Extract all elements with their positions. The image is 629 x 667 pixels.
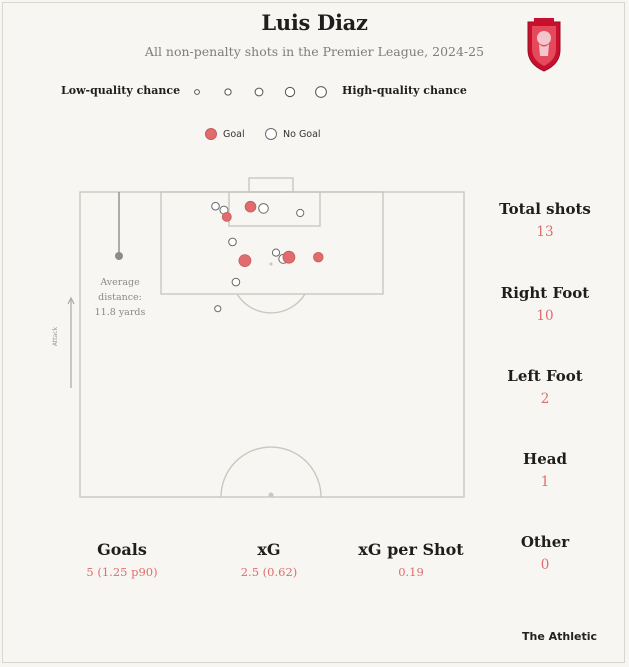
shot-marker-5 [258,203,269,214]
legend-goal-label: Goal [223,128,245,140]
stat-label: Head [523,450,567,468]
shot-marker-1 [211,201,220,211]
stat-value: 13 [536,224,554,240]
quality-dot-3 [254,87,264,97]
stat-label: xG [257,540,281,559]
penalty-arc [236,293,306,314]
quality-dot-5 [315,86,327,98]
stat-value: 1 [540,474,550,490]
stat-value: 0 [540,557,550,573]
stat-value: 10 [536,308,554,324]
stat-value: 0.19 [398,565,424,579]
pitch-outline [79,191,465,498]
average-distance-marker [115,192,123,260]
stat-label: Goals [97,540,147,559]
attack-label: Attack [52,326,60,347]
stat-other: Other 0 [480,533,610,573]
pitch-markings [79,177,465,498]
stat-total-shots: Total shots 13 [480,200,610,240]
shot-marker-13 [231,277,241,287]
average-distance-annotation: Average distance: 11.8 yards [90,275,150,320]
attack-arrow-icon [67,296,75,388]
quality-dot-2 [224,88,232,96]
goal [248,177,294,193]
stat-xg: xG 2.5 (0.62) [189,540,349,579]
brand-logo: The Athletic [522,630,598,643]
stat-value: 5 (1.25 p90) [86,565,158,579]
shot-markers [211,200,324,313]
average-distance-line-1: Average [100,277,140,288]
average-distance-line-3: 11.8 yards [94,307,146,318]
stat-label: Left Foot [507,367,583,385]
stat-value: 2.5 (0.62) [240,565,298,579]
shot-marker-6 [296,208,305,218]
shot-marker-3 [221,212,232,222]
shot-marker-8 [271,248,281,257]
stat-head: Head 1 [480,450,610,490]
pitch-shot-map [79,177,465,498]
stat-left-foot: Left Foot 2 [480,367,610,407]
penalty-box [160,191,384,295]
goal-dot-icon [205,128,217,140]
legend-no-goal-label: No Goal [283,128,321,140]
low-quality-label: Low-quality chance [61,84,181,97]
stat-label: Right Foot [500,284,590,302]
high-quality-label: High-quality chance [342,84,467,97]
quality-legend: Low-quality chance High-quality chance [0,82,629,102]
centre-circle [220,446,322,498]
shot-marker-7 [228,237,237,247]
shot-marker-12 [313,251,324,263]
quality-size-dots [194,86,327,98]
average-distance-dot [115,252,123,260]
club-crest-icon [527,18,561,72]
stat-xg-per-shot: xG per Shot 0.19 [331,540,491,579]
stat-label: Other [520,533,570,551]
shot-marker-9 [238,254,252,267]
average-distance-line-2: distance: [98,292,142,303]
stat-label: Total shots [499,200,591,218]
legend-no-goal: No Goal [265,124,321,144]
quality-dot-4 [284,86,296,98]
stat-right-foot: Right Foot 10 [480,284,610,324]
six-yard-box [228,191,321,227]
stat-value: 2 [540,391,550,407]
penalty-spot [269,262,273,266]
quality-dot-1 [194,89,200,95]
outcome-legend: Goal No Goal [0,124,629,144]
shot-marker-14 [214,305,222,313]
chart-subtitle: All non-penalty shots in the Premier Lea… [144,44,485,59]
shot-marker-4 [244,200,257,213]
stat-label: xG per Shot [358,540,464,559]
legend-goal: Goal [205,124,245,144]
stat-goals: Goals 5 (1.25 p90) [42,540,202,579]
shot-marker-11 [282,250,296,264]
chart-title: Luis Diaz [261,10,368,35]
centre-spot [268,492,274,498]
no-goal-dot-icon [265,128,277,140]
